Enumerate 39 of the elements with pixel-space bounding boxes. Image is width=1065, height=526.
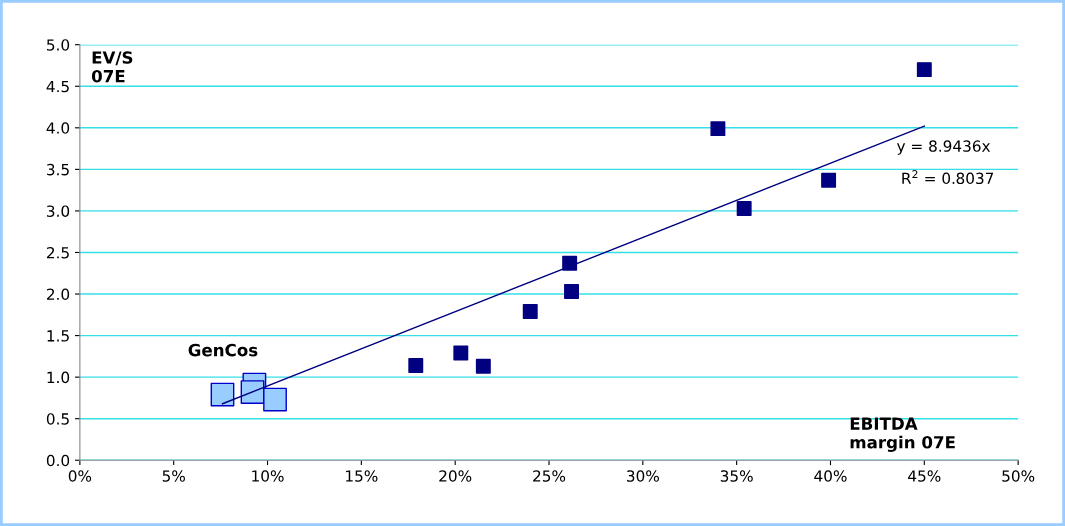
- x-axis-title: EBITDA margin 07E: [850, 417, 955, 452]
- y-tick-label: 4.0: [46, 122, 70, 134]
- point: [210, 382, 235, 407]
- point: [562, 255, 578, 271]
- x-tick-label: 30%: [627, 470, 659, 482]
- y-tick-label: 3.5: [47, 163, 69, 176]
- point: [453, 345, 469, 361]
- y-tick-label: 5.0: [47, 39, 70, 51]
- annotation: GenCos: [188, 343, 258, 357]
- x-tick-label: 0%: [68, 470, 92, 482]
- y-tick-label: 2.5: [46, 246, 69, 259]
- y-axis-title: EV/S 07E: [91, 51, 133, 83]
- point: [710, 121, 726, 137]
- point: [522, 304, 538, 319]
- x-tick-label: 50%: [1002, 470, 1035, 482]
- point: [475, 358, 491, 374]
- point: [736, 200, 752, 216]
- y-tick-label: 0.5: [46, 413, 69, 425]
- x-tick-label: 10%: [252, 470, 284, 482]
- x-tick-label: 40%: [814, 470, 847, 482]
- point: [263, 387, 287, 412]
- y-tick-label: 4.5: [46, 80, 69, 93]
- point: [916, 62, 932, 78]
- y-tick-label: 3.0: [47, 205, 70, 217]
- annotation: R$^{2}$ = 0.8037: [902, 170, 994, 185]
- point: [408, 358, 424, 373]
- x-tick-label: 20%: [439, 470, 472, 482]
- y-tick-label: 0.0: [46, 454, 70, 467]
- y-tick-label: 1.5: [47, 330, 69, 342]
- x-tick-label: 5%: [162, 470, 185, 482]
- x-tick-label: 15%: [346, 470, 378, 482]
- y-tick-label: 2.0: [46, 288, 70, 301]
- point: [821, 172, 837, 188]
- x-tick-label: 25%: [533, 470, 566, 482]
- x-tick-label: 35%: [720, 470, 753, 482]
- point: [564, 284, 579, 300]
- x-tick-label: 45%: [908, 470, 941, 482]
- y-tick-label: 1.0: [47, 371, 70, 384]
- annotation: y = 8.9436x: [896, 140, 991, 155]
